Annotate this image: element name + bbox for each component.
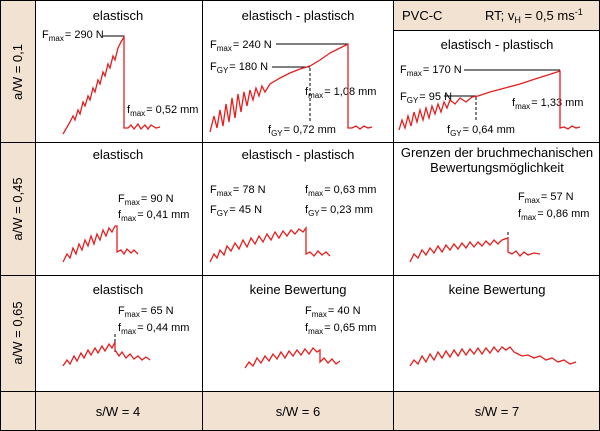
cell-r1c2-fgy: FGY= 180 N <box>210 61 268 75</box>
cell-r1c3-fgy-disp: fGY= 0,64 mm <box>447 124 515 138</box>
cell-r3c2-title: keine Bewertung <box>250 282 347 297</box>
row-label-column-bg <box>0 0 35 431</box>
cell-r1c1-curve <box>62 34 161 135</box>
cell-r3c2-curve <box>244 346 341 369</box>
cell-r2c2-fmax-disp: fmax= 0,63 mm <box>305 184 376 198</box>
cell-r2c3-curve <box>409 237 541 263</box>
cell-r2c2-fmax: Fmax= 78 N <box>210 184 266 198</box>
cell-r2c2-fgy-disp: fGY= 0,23 mm <box>305 204 373 218</box>
cell-r1c3-curve <box>398 70 581 131</box>
column-label-row-bg <box>0 391 600 431</box>
column-label-1: s/W = 4 <box>96 404 140 419</box>
cell-r1c1-title: elastisch <box>93 8 144 23</box>
cell-r2c1-title: elastisch <box>93 147 144 162</box>
cell-r1c2-curve <box>209 42 373 133</box>
material-label: PVC-C <box>402 8 442 23</box>
cell-r1c3-fmax: Fmax= 170 N <box>400 64 462 78</box>
cell-r2c1-fmax-disp: fmax= 0,41 mm <box>118 209 189 223</box>
cell-r2c1-fmax: Fmax= 90 N <box>118 193 174 207</box>
cell-r1c2-fmax-disp: fmax= 1,08 mm <box>305 86 376 100</box>
cell-r3c1-fmax-disp: fmax= 0,44 mm <box>118 322 189 336</box>
cell-r3c3-title: keine Bewertung <box>449 282 546 297</box>
cell-r2c3-fmax: Fmax= 57 N <box>518 191 574 205</box>
cell-r2c3-fmax-disp: fmax= 0,86 mm <box>518 208 589 222</box>
cell-r1c3-title: elastisch - plastisch <box>441 37 554 52</box>
row-label-3: a/W = 0,65 <box>10 301 25 364</box>
cell-r1c1-guides <box>103 35 125 128</box>
test-conditions: RT; vH = 0,5 ms-1 <box>485 7 583 25</box>
cell-r1c2-fgy-disp: fGY= 0,72 mm <box>268 124 336 138</box>
cell-r3c1-title: elastisch <box>93 282 144 297</box>
cell-r3c1-fmax: Fmax= 65 N <box>118 305 174 319</box>
cell-r3c2-fmax-disp: fmax= 0,65 mm <box>305 322 376 336</box>
conditions-header-bg <box>394 0 600 30</box>
cell-r3c2-fmax: Fmax= 40 N <box>305 305 361 319</box>
cell-r2c2-fgy: FGY= 45 N <box>210 204 262 218</box>
cell-r1c1-fmax: Fmax= 290 N <box>42 29 104 43</box>
column-label-2: s/W = 6 <box>276 404 320 419</box>
cell-r2c3-title-line1: Grenzen der bruchmechanischen <box>401 145 593 160</box>
cell-r2c3-title-line2: Bewertungsmöglichkeit <box>430 160 564 175</box>
cell-r3c3-curve <box>409 345 577 367</box>
cell-r3c1-curve <box>62 341 151 367</box>
cell-r1c3-fmax-disp: fmax= 1,33 mm <box>512 97 583 111</box>
cell-r2c2-title: elastisch - plastisch <box>242 147 355 162</box>
cell-r1c2-fmax: Fmax= 240 N <box>210 39 272 53</box>
row-label-2: a/W = 0,45 <box>10 177 25 240</box>
column-label-3: s/W = 7 <box>475 404 519 419</box>
cell-r2c1-curve <box>62 225 139 263</box>
cell-r1c3-fgy: FGY= 95 N <box>400 91 452 105</box>
cell-r2c2-curve <box>209 226 331 263</box>
cell-r1c2-title: elastisch - plastisch <box>242 8 355 23</box>
row-label-1: a/W = 0,1 <box>10 44 25 100</box>
cell-r1c1-fmax-disp: fmax= 0,52 mm <box>127 104 198 118</box>
